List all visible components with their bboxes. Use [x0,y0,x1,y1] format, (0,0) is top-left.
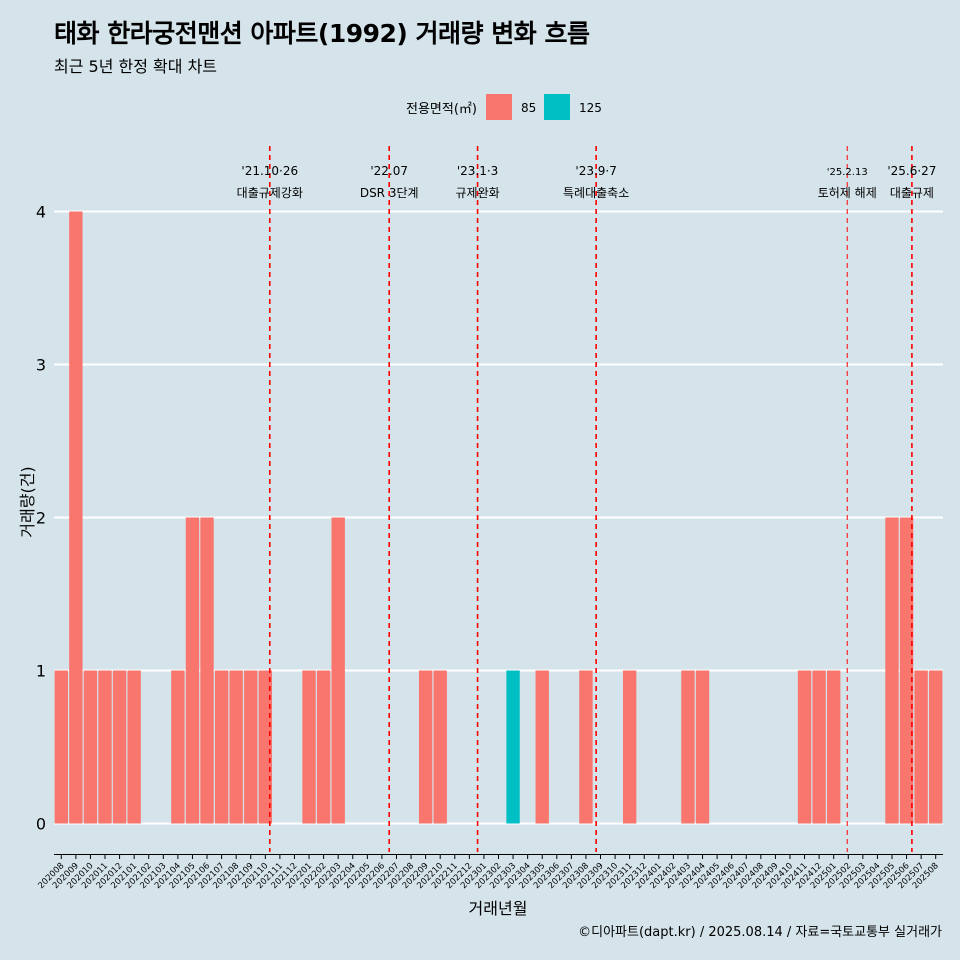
bar [244,670,258,824]
legend-title: 전용면적(㎡) [406,102,477,117]
bars [54,211,943,824]
bar [54,670,68,824]
chart-title: 태화 한라궁전맨션 아파트(1992) 거래량 변화 흐름 [54,19,590,48]
y-tick-label: 2 [36,509,46,528]
annotation-lines [268,146,913,852]
annotation-date: '25.2.13 [827,167,868,178]
bar [316,670,331,824]
legend-label: 85 [521,101,536,115]
bar [885,517,899,824]
bar [200,517,214,824]
legend-swatch [544,94,570,120]
bar [899,517,914,824]
annotation-label: 규제완화 [455,186,499,200]
source-caption: ©디아파트(dapt.kr) / 2025.08.14 / 자료=국토교통부 실… [578,925,942,940]
bar [258,670,273,824]
bar [797,670,812,824]
bar [331,517,345,824]
y-tick-label: 1 [36,662,46,681]
bar [506,670,520,824]
y-axis: 0 1 2 3 4 [36,203,46,834]
bar [69,211,83,824]
annotations: '21.10·26 대출규제강화 '22.07 DSR 3단계 '23.1·3 규제완화 '… [237,164,937,200]
annotation-date: '23.9·7 [575,164,616,178]
annotation-label: 토허제 해제 [818,186,877,200]
bar [185,517,200,824]
bar [302,670,316,824]
legend-label: 125 [579,101,602,115]
bar [418,670,433,824]
y-tick-label: 4 [36,203,46,222]
bar [83,670,98,824]
x-axis-title: 거래년월 [469,899,528,918]
legend-swatch [486,94,512,120]
bar [433,670,447,824]
chart-subtitle: 최근 5년 한정 확대 차트 [54,57,218,76]
y-tick-label: 0 [36,815,46,834]
y-axis-title: 거래량(건) [18,466,37,537]
bar [214,670,229,824]
bar [229,670,243,824]
y-tick-label: 3 [36,356,46,375]
bar [98,670,112,824]
annotation-label: 대출규제 [890,186,934,200]
bar [171,670,185,824]
annotation-date: '23.1·3 [457,164,498,178]
bar [535,670,549,824]
bar [622,670,637,824]
annotation-label: 특례대출축소 [563,186,629,200]
bar [929,670,943,824]
bar [812,670,826,824]
legend: 전용면적(㎡) 85 125 [406,94,602,120]
bar [914,670,928,824]
bar [112,670,127,824]
annotation-date: '22.07 [370,164,408,178]
annotation-label: DSR 3단계 [360,186,419,200]
bar [827,670,841,824]
bar [579,670,593,824]
x-axis: 2020082020092020102020112020122021012021… [36,854,943,891]
annotation-label: 대출규제강화 [237,186,303,200]
bar [127,670,141,824]
annotation-date: '21.10·26 [241,164,298,178]
annotation-date: '25.6·27 [887,164,936,178]
bar [681,670,695,824]
bar [695,670,710,824]
